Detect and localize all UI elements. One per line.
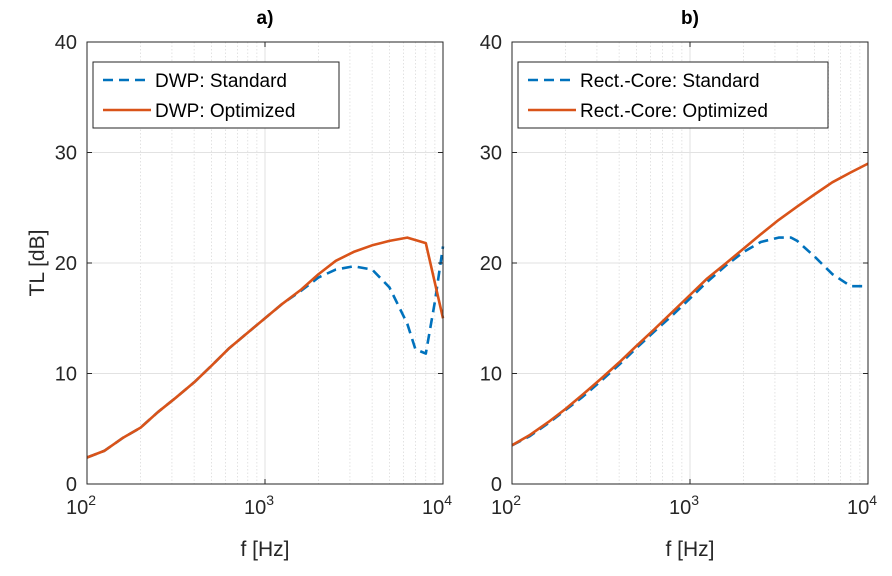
x-tick-label-exponent: 3 [691,492,699,508]
x-tick-label-base: 10 [847,497,869,519]
legend-box [92,61,340,129]
y-tick-label: 0 [66,474,77,496]
y-tick-label: 40 [55,32,77,54]
x-tick-label-base: 10 [244,497,266,519]
chart-title: a) [257,8,274,29]
x-tick-label: 102 [66,492,96,519]
y-tick-label: 30 [55,143,77,165]
chart-title: b) [681,8,699,29]
x-tick-label-exponent: 4 [444,492,452,508]
x-tick-label-base: 10 [422,497,444,519]
x-tick-label-exponent: 2 [513,492,521,508]
legend: Rect.-Core: Standard Rect.-Core: Optimize… [517,61,829,129]
x-tick-label: 104 [847,492,877,519]
y-tick-label: 30 [480,143,502,165]
x-tick-label-base: 10 [66,497,88,519]
x-axis-label: f [Hz] [665,538,714,561]
x-tick-label-exponent: 4 [869,492,877,508]
series-line-standard [511,236,868,447]
series-line-optimized [86,236,445,459]
legend-label: Rect.-Core: Standard [580,71,760,92]
series-line-optimized [511,162,869,447]
x-tick-label-base: 10 [491,497,513,519]
y-tick-label: 10 [55,364,77,386]
legend-label: DWP: Optimized [155,101,295,122]
x-tick-label-exponent: 2 [88,492,96,508]
y-axis-label: TL [dB] [26,230,49,297]
legend-box [517,61,829,129]
x-axis-label: f [Hz] [240,538,289,561]
legend: DWP: Standard DWP: Optimized [92,61,340,129]
y-tick-label: 20 [480,253,502,275]
x-tick-label-base: 10 [669,497,691,519]
y-tick-label: 40 [480,32,502,54]
x-tick-label: 103 [244,492,274,519]
y-tick-label: 0 [491,474,502,496]
y-tick-label: 20 [55,253,77,275]
y-tick-label: 10 [480,364,502,386]
x-tick-label: 102 [491,492,521,519]
legend-label: Rect.-Core: Optimized [580,101,768,122]
x-tick-label: 103 [669,492,699,519]
x-tick-label: 104 [422,492,452,519]
legend-label: DWP: Standard [155,71,287,92]
x-tick-label-exponent: 3 [266,492,274,508]
